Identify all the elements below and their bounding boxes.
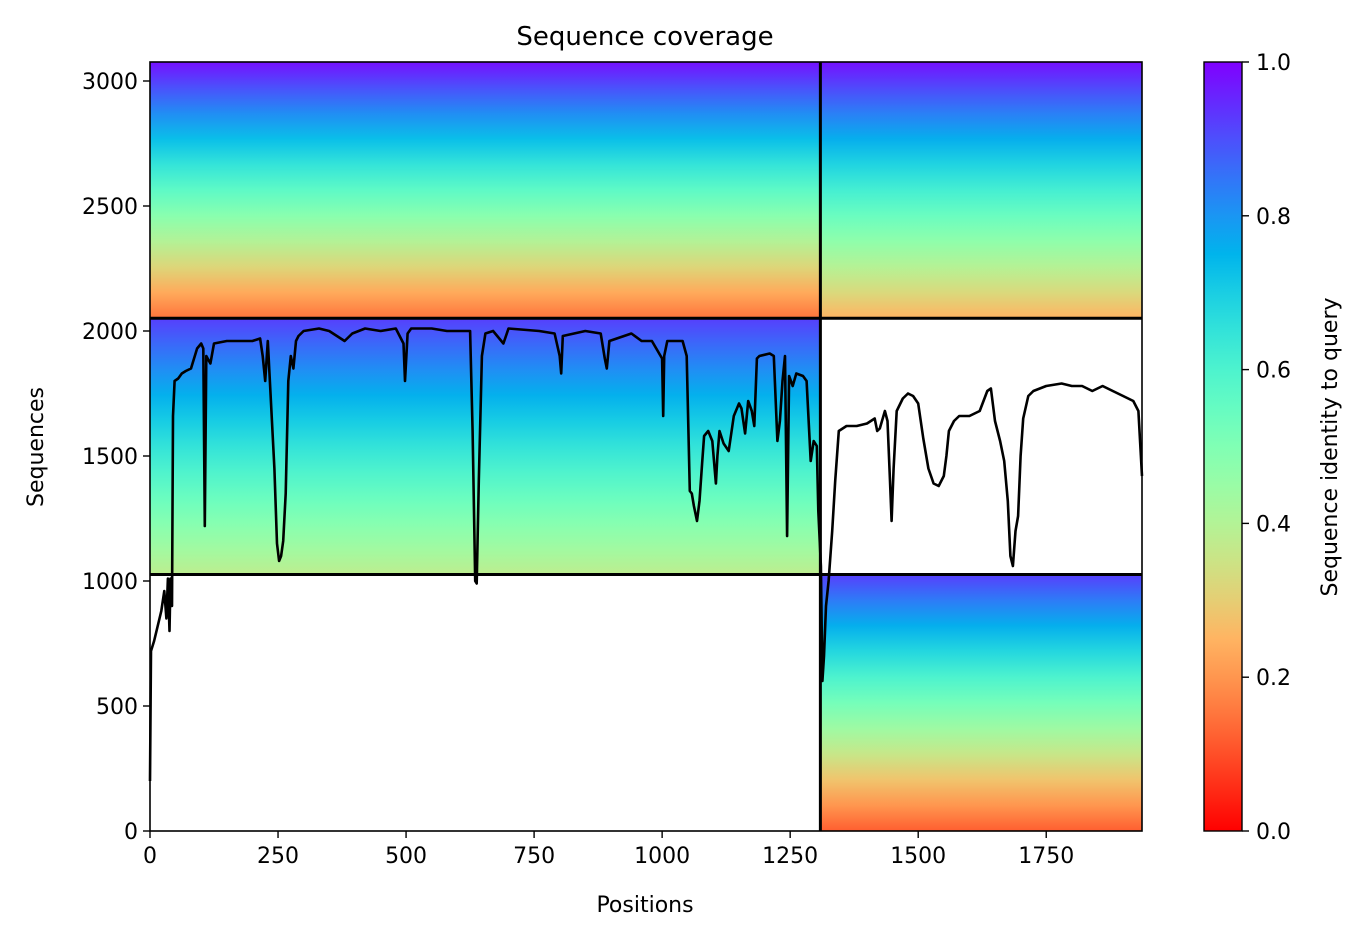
y-tick-label: 2000	[82, 320, 138, 345]
y-tick-label: 500	[96, 695, 138, 720]
plot-area	[148, 61, 1144, 832]
colorbar-gradient	[1203, 61, 1243, 832]
x-tick-label: 1500	[890, 844, 946, 869]
x-tick-label: 250	[257, 844, 299, 869]
plot-frame	[149, 61, 1143, 832]
x-axis-label: Positions	[596, 893, 693, 918]
colorbar-tick-label: 0.0	[1256, 820, 1291, 845]
y-tick-label: 1000	[82, 570, 138, 595]
coverage-block-2	[820, 62, 1142, 319]
colorbar-tick-label: 0.6	[1256, 359, 1291, 384]
chart-title: Sequence coverage	[516, 22, 773, 52]
coverage-block-3	[150, 318, 821, 575]
x-axis: 0 250 500 750 1000 1250 1500 1750	[143, 831, 1074, 869]
x-tick-label: 750	[513, 844, 555, 869]
x-tick-label: 1250	[762, 844, 818, 869]
y-tick-label: 3000	[82, 70, 138, 95]
y-tick-label: 0	[124, 820, 138, 845]
x-tick-label: 1750	[1018, 844, 1074, 869]
coverage-block-4	[820, 574, 1142, 831]
y-tick-label: 1500	[82, 445, 138, 470]
colorbar-tick-label: 1.0	[1256, 51, 1291, 76]
y-axis-label: Sequences	[24, 387, 49, 507]
colorbar-tick-label: 0.8	[1256, 205, 1291, 230]
y-axis: 0 500 1000 1500 2000 2500 3000	[82, 70, 150, 845]
coverage-line	[148, 327, 1144, 782]
x-tick-label: 1000	[634, 844, 690, 869]
colorbar-label: Sequence identity to query	[1318, 297, 1343, 596]
y-tick-label: 2500	[82, 195, 138, 220]
colorbar-tick-label: 0.2	[1256, 666, 1291, 691]
x-tick-label: 500	[385, 844, 427, 869]
x-tick-label: 0	[143, 844, 157, 869]
coverage-block-1	[150, 62, 821, 319]
colorbar-tick-label: 0.4	[1256, 512, 1291, 537]
colorbar: 0.0 0.2 0.4 0.6 0.8 1.0	[1203, 51, 1291, 845]
